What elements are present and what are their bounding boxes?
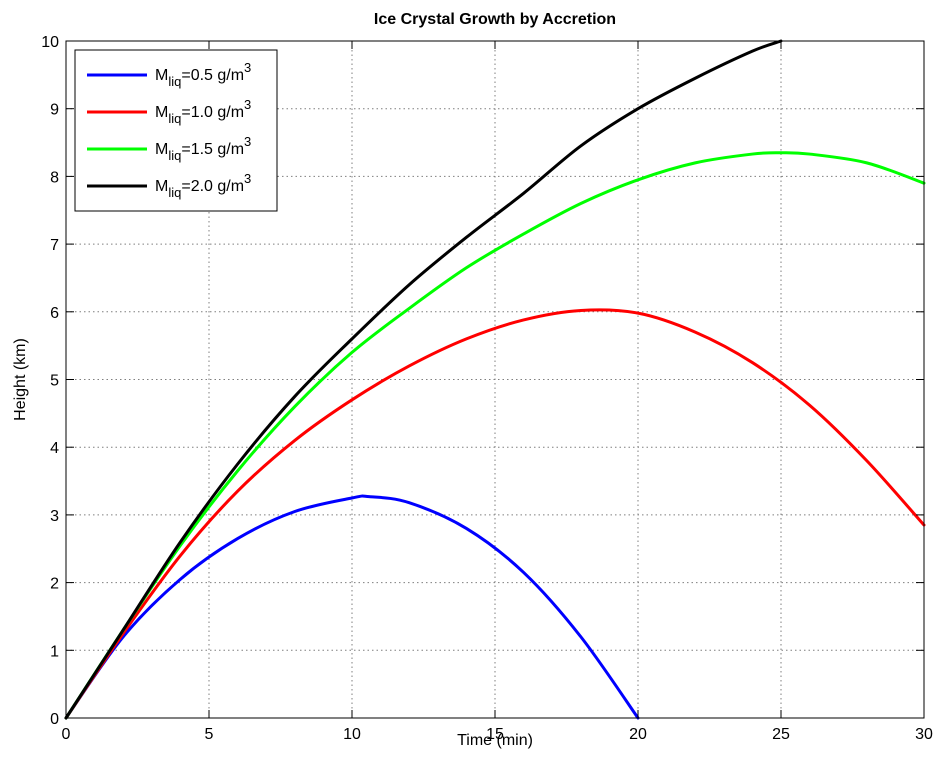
- y-tick-label: 9: [50, 102, 59, 119]
- x-tick-label: 25: [772, 726, 790, 743]
- grid: [66, 41, 924, 718]
- x-tick-label: 20: [629, 726, 647, 743]
- legend-label-4: Mliq=2.0 g/m3: [155, 171, 251, 200]
- y-tick-label: 8: [50, 169, 59, 186]
- y-tick-label: 6: [50, 305, 59, 322]
- y-axis-label: Height (km): [12, 338, 29, 421]
- series-line-1: [64, 494, 640, 720]
- y-tick-label: 3: [50, 508, 59, 525]
- x-tick-label: 15: [486, 726, 504, 743]
- x-axis-label: Time (min): [457, 732, 533, 749]
- legend-label-3: Mliq=1.5 g/m3: [155, 134, 251, 163]
- legend-label-1: Mliq=0.5 g/m3: [155, 60, 251, 89]
- x-tick-label: 5: [205, 726, 214, 743]
- chart-title: Ice Crystal Growth by Accretion: [374, 11, 616, 28]
- y-tick-label: 0: [50, 711, 59, 728]
- y-tick-label: 10: [41, 34, 59, 51]
- legend-label-2: Mliq=1.0 g/m3: [155, 97, 251, 126]
- y-tick-label: 1: [50, 643, 59, 660]
- series-line-3: [64, 151, 926, 720]
- y-tick-label: 4: [50, 440, 59, 457]
- series-group: [64, 39, 926, 720]
- y-tick-label: 2: [50, 576, 59, 593]
- x-tick-label: 30: [915, 726, 933, 743]
- y-tick-label: 5: [50, 373, 59, 390]
- series-line-4: [64, 39, 783, 720]
- axis-ticks: 0 5 10 15 20 25 30 0 1 2 3 4 5 6 7 8 9 10: [41, 34, 933, 743]
- legend-box: [74, 49, 278, 212]
- legend: Mliq=0.5 g/m3 Mliq=1.0 g/m3 Mliq=1.5 g/m3 M…: [74, 49, 278, 212]
- x-tick-label: 0: [62, 726, 71, 743]
- series-line-2: [64, 308, 926, 720]
- y-tick-label: 7: [50, 237, 59, 254]
- x-tick-label: 10: [343, 726, 361, 743]
